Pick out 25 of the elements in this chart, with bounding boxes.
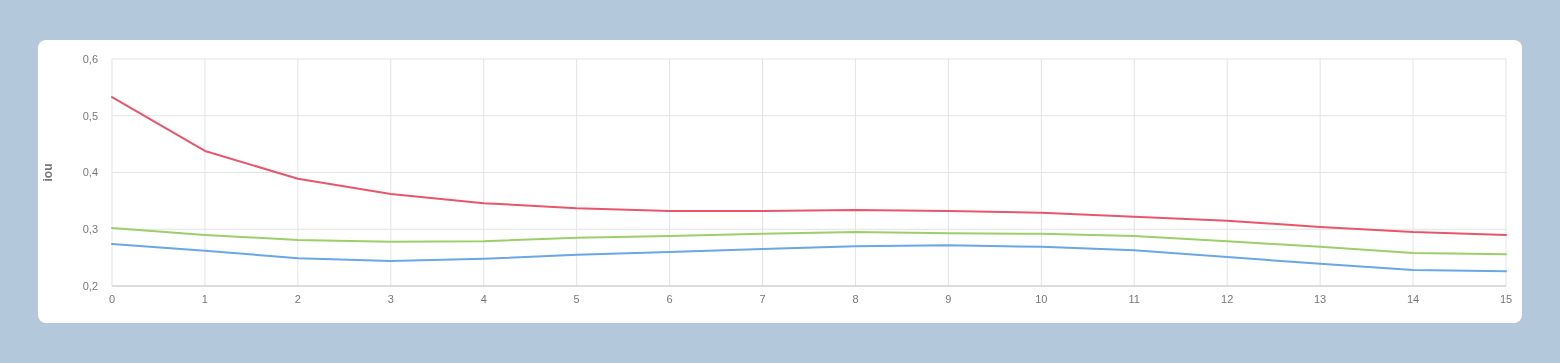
- x-tick-label: 11: [1128, 293, 1140, 305]
- x-tick-label: 1: [201, 293, 208, 305]
- x-tick-label: 6: [666, 293, 673, 305]
- x-tick-label: 7: [759, 293, 766, 305]
- x-tick-label: 14: [1406, 293, 1420, 305]
- line-series: [111, 227, 1507, 256]
- x-tick-label: 5: [573, 293, 580, 305]
- x-tick-label: 10: [1035, 293, 1048, 305]
- y-tick-label: 0,5: [82, 109, 98, 122]
- x-tick-label: 0: [108, 293, 116, 305]
- y-tick-label: 0,2: [82, 279, 98, 292]
- x-tick-label: 4: [480, 293, 487, 305]
- x-tick-label: 8: [852, 293, 859, 305]
- x-tick-label: 12: [1221, 293, 1234, 305]
- x-tick-label: 15: [1499, 293, 1513, 305]
- line-series: [111, 96, 1507, 236]
- line-series: [111, 243, 1507, 273]
- y-tick-label: 0,6: [82, 52, 98, 65]
- y-tick-label: 0,4: [82, 166, 98, 179]
- x-tick-label: 9: [945, 293, 952, 305]
- y-axis-title: iou: [41, 163, 55, 182]
- x-tick-label: 3: [387, 293, 394, 305]
- y-tick-label: 0,3: [82, 223, 98, 236]
- x-tick-label: 2: [294, 293, 301, 305]
- x-tick-label: 13: [1314, 293, 1327, 305]
